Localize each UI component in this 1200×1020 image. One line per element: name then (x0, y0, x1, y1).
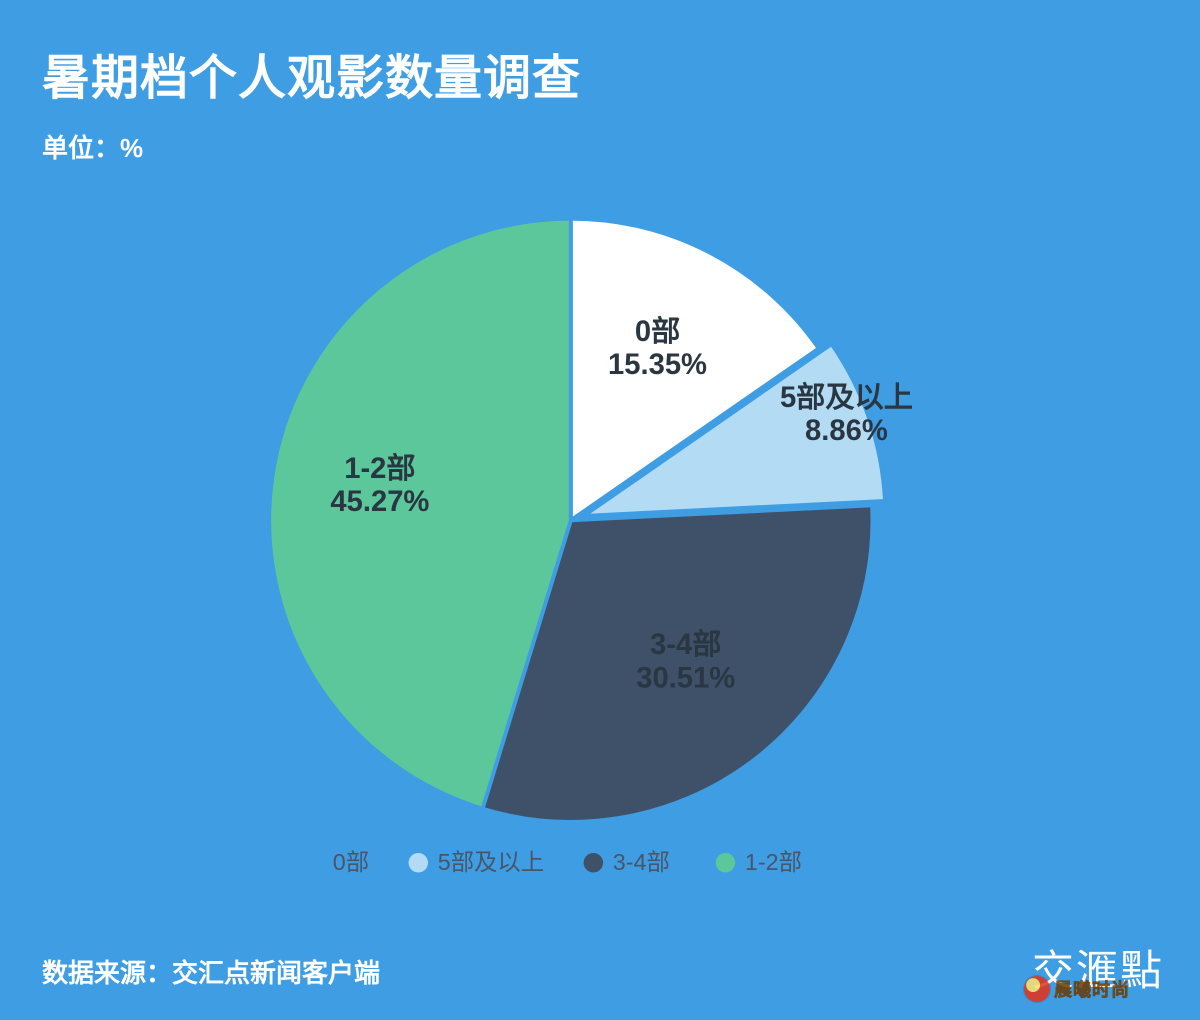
data-source: 数据来源：交汇点新闻客户端 (42, 953, 380, 990)
legend-dot (716, 853, 735, 872)
legend-label: 5部及以上 (438, 849, 544, 875)
legend-dot (584, 853, 603, 872)
slice-label: 3-4部30.51% (636, 627, 735, 694)
legend-label: 0部 (333, 849, 369, 875)
pie-chart: 0部15.35%5部及以上8.86%3-4部30.51%1-2部45.27%0部… (0, 170, 1200, 890)
legend-label: 1-2部 (745, 849, 802, 875)
unit-label: 单位：% (42, 128, 143, 165)
brand-mark: 交滙點 (1032, 937, 1164, 998)
chart-title: 暑期档个人观影数量调查 (42, 38, 581, 108)
legend-label: 3-4部 (613, 849, 670, 875)
legend-dot (409, 853, 428, 872)
slice-label: 1-2部45.27% (330, 451, 429, 518)
